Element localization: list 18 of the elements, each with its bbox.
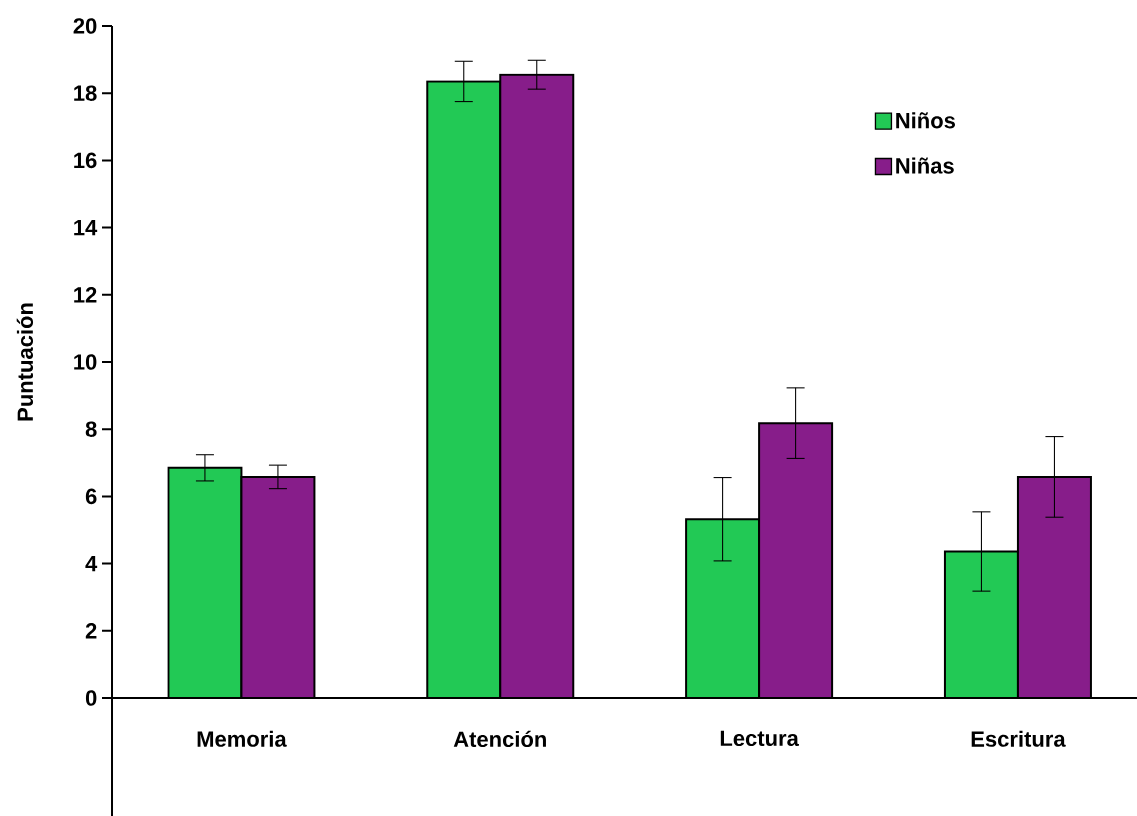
x-tick-label: Escritura — [971, 730, 1066, 747]
y-tick-label: 18 — [74, 85, 97, 101]
x-tick-label: Memoria — [197, 730, 287, 747]
y-axis-title: Puntuación — [16, 303, 34, 421]
y-tick-label: 6 — [85, 488, 97, 505]
y-tick-label: 4 — [85, 556, 98, 572]
y-tick-label: 14 — [74, 220, 98, 236]
y-tick-label: 8 — [85, 421, 97, 437]
y-tick-label: 20 — [73, 18, 97, 34]
y-tick-label: 2 — [85, 623, 97, 639]
legend-label: Niños — [896, 112, 955, 129]
y-tick-label: 0 — [85, 690, 97, 706]
legend-label: Niñas — [896, 157, 954, 174]
x-tick-label: Atención — [453, 730, 546, 748]
y-tick-label: 12 — [74, 287, 97, 303]
y-tick-label: 10 — [74, 354, 97, 370]
y-tick-label: 16 — [74, 152, 97, 169]
x-tick-label: Lectura — [720, 730, 799, 747]
